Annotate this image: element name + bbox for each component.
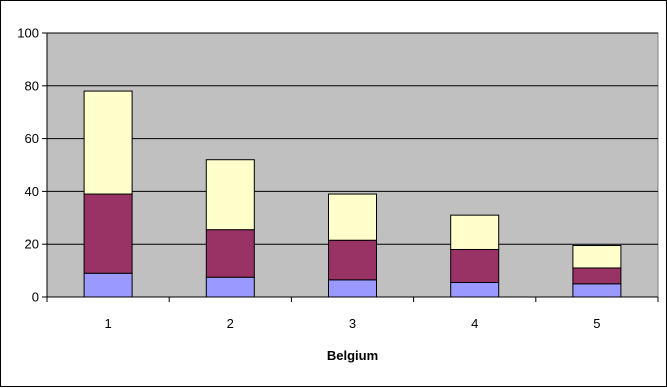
- y-tick-label: 100: [17, 26, 39, 41]
- y-tick-label: 40: [25, 184, 39, 199]
- bar-segment-cat3-series1: [328, 279, 377, 298]
- bar-segment-cat1-series3: [83, 90, 133, 195]
- x-tick-label: 5: [593, 316, 600, 331]
- y-tick-label: 0: [32, 290, 39, 305]
- x-axis-title: Belgium: [327, 348, 378, 363]
- bar-segment-cat3-series3: [328, 193, 377, 241]
- x-tick-label: 2: [227, 316, 234, 331]
- x-tick-label: 1: [104, 316, 111, 331]
- bars: [83, 90, 622, 298]
- bar-segment-cat4-series1: [450, 281, 500, 298]
- bar-segment-cat1-series1: [83, 272, 133, 298]
- gridlines: [47, 32, 658, 245]
- bar-segment-cat2-series3: [205, 159, 255, 231]
- bar-segment-cat5-series2: [572, 267, 622, 285]
- bar-segment-cat1-series2: [83, 193, 133, 274]
- x-tick-labels: 1 2 3 4 5: [104, 316, 600, 331]
- bar-segment-cat2-series2: [205, 229, 255, 278]
- bar-segment-cat2-series1: [205, 276, 255, 298]
- y-tick-labels: 0 20 40 60 80 100: [17, 26, 39, 305]
- bar-segment-cat4-series3: [450, 214, 500, 250]
- bar-segment-cat5-series3: [572, 245, 622, 269]
- y-tick-label: 20: [25, 237, 39, 252]
- axes: [42, 32, 659, 302]
- bar-segment-cat3-series2: [328, 239, 377, 281]
- bar-segment-cat4-series2: [450, 248, 500, 283]
- bar-segment-cat5-series1: [572, 283, 622, 298]
- x-tick-label: 3: [349, 316, 356, 331]
- y-tick-label: 80: [25, 78, 39, 93]
- y-tick-label: 60: [25, 131, 39, 146]
- x-tick-label: 4: [471, 316, 478, 331]
